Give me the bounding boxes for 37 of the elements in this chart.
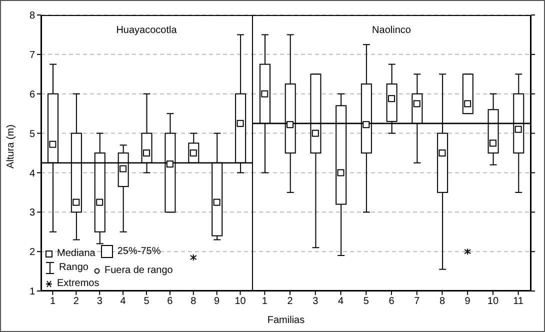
x-tick-label: 6 bbox=[167, 296, 174, 308]
x-tick-label: 8 bbox=[439, 296, 446, 308]
x-tick-label: 8 bbox=[190, 296, 197, 308]
y-tick-label: 5 bbox=[29, 128, 36, 140]
annotation: Mediana bbox=[57, 248, 96, 260]
y-tick-label: 4 bbox=[29, 168, 36, 180]
x-tick-label: 6 bbox=[388, 296, 395, 308]
x-tick-label: 4 bbox=[120, 296, 126, 308]
y-tick-label: 8 bbox=[29, 10, 36, 22]
x-tick-label: 9 bbox=[214, 296, 220, 308]
annotation: Fuera de rango bbox=[104, 265, 173, 277]
y-tick-label: 3 bbox=[29, 208, 36, 219]
x-tick-label: 4 bbox=[338, 296, 344, 308]
x-axis-title: Familias bbox=[266, 315, 306, 326]
x-tick-label: 1 bbox=[262, 296, 268, 308]
text: Naolinco bbox=[371, 25, 412, 36]
y-tick-label: 2 bbox=[29, 247, 36, 258]
x-tick-label: 3 bbox=[96, 296, 103, 308]
x-tick-label: 1 bbox=[50, 296, 56, 308]
annotation: 25%-75% bbox=[117, 246, 161, 258]
y-tick-label: 1 bbox=[29, 286, 36, 298]
text: Huayacocotla bbox=[115, 25, 178, 36]
x-tick-label: 10 bbox=[487, 296, 499, 308]
x-tick-label: 9 bbox=[464, 296, 471, 308]
y-axis-title: Altura (m) bbox=[6, 124, 16, 168]
annotation: Extremos bbox=[57, 278, 100, 290]
x-tick-label: 2 bbox=[287, 296, 294, 308]
x-tick-label: 7 bbox=[414, 296, 420, 308]
annotation: Rango bbox=[59, 262, 88, 274]
x-tick-label: 5 bbox=[363, 296, 370, 308]
x-tick-label: 10 bbox=[234, 296, 246, 308]
y-tick-label: 6 bbox=[29, 89, 36, 100]
y-tick-label: 7 bbox=[29, 50, 36, 61]
x-tick-label: 11 bbox=[513, 296, 524, 308]
x-tick-label: 2 bbox=[73, 296, 80, 308]
x-tick-label: 5 bbox=[144, 296, 150, 308]
x-tick-label: 3 bbox=[312, 296, 319, 308]
